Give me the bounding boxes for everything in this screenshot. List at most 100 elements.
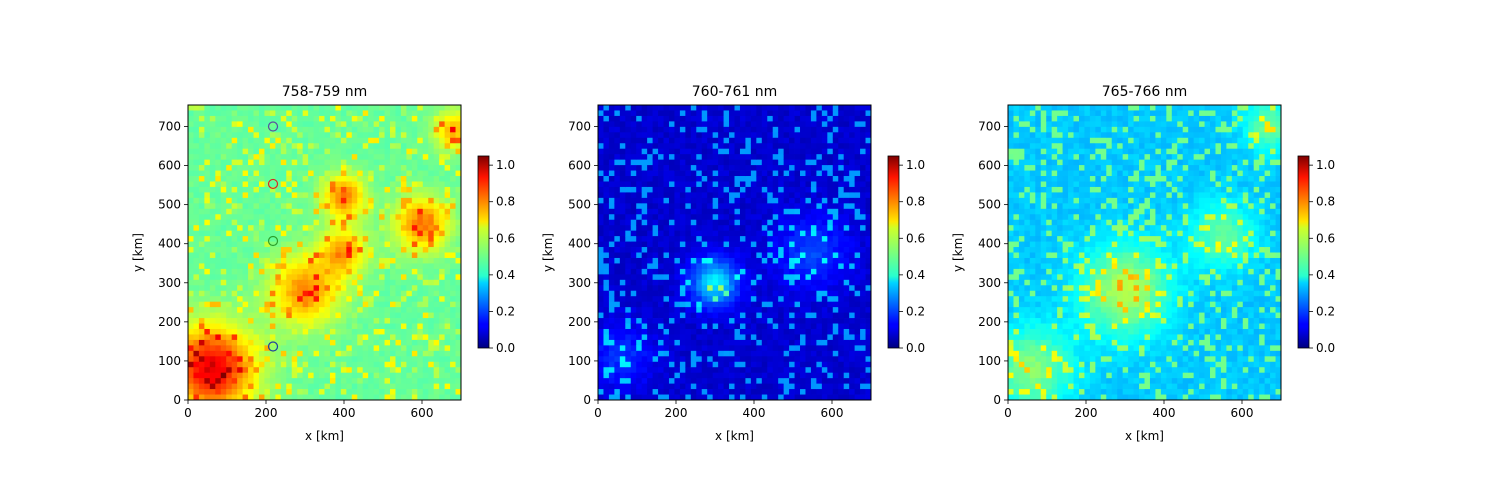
heatmap-cell [368, 115, 375, 122]
heatmap-cell [204, 372, 211, 379]
heatmap-cell [433, 361, 440, 368]
heatmap-cell [778, 154, 785, 161]
heatmap-cell [739, 285, 746, 292]
heatmap-cell [362, 181, 369, 188]
heatmap-cell [679, 225, 686, 232]
heatmap-cell [668, 176, 675, 182]
heatmap-cell [433, 236, 440, 242]
heatmap-cell [761, 350, 768, 357]
heatmap-cell [718, 208, 724, 215]
heatmap-cell [734, 105, 741, 111]
heatmap-cell [373, 323, 380, 330]
heatmap-cell [444, 334, 451, 341]
heatmap-cell [614, 165, 621, 171]
heatmap-cell [433, 279, 440, 286]
heatmap-cell [805, 312, 812, 319]
heatmap-cell [685, 230, 692, 237]
heatmap-cell [340, 394, 347, 401]
heatmap-cell [242, 214, 249, 221]
heatmap-cell [439, 192, 446, 199]
heatmap-cell [357, 307, 364, 313]
heatmap-cell [351, 176, 358, 182]
heatmap-cell [264, 219, 271, 226]
heatmap-cell [718, 148, 724, 155]
heatmap-cell [674, 296, 681, 303]
heatmap-cell [204, 296, 211, 303]
heatmap-cell [428, 170, 435, 177]
heatmap-cell [658, 252, 664, 259]
heatmap-cell [674, 334, 681, 341]
heatmap-cell [248, 137, 254, 144]
heatmap-cell [723, 263, 730, 270]
heatmap-cell [444, 143, 451, 150]
heatmap-cell [422, 339, 429, 346]
heatmap-cell [783, 110, 790, 117]
heatmap-cell [718, 290, 724, 297]
heatmap-cell [308, 345, 314, 352]
heatmap-cell [248, 154, 254, 161]
heatmap-cell [264, 170, 271, 177]
heatmap-cell [789, 132, 795, 139]
heatmap-cell [313, 279, 320, 286]
heatmap-cell [253, 115, 260, 122]
heatmap-cell [663, 383, 670, 390]
heatmap-cell [783, 197, 790, 204]
heatmap-cell [772, 378, 779, 385]
heatmap-cell [379, 241, 385, 248]
heatmap-cell [658, 301, 664, 308]
heatmap-cell [685, 105, 692, 111]
heatmap-cell [226, 367, 233, 374]
heatmap-cell [718, 285, 724, 292]
heatmap-cell [761, 356, 768, 363]
heatmap-cell [275, 132, 282, 139]
heatmap-cell [258, 176, 265, 182]
heatmap-cell [220, 143, 227, 150]
heatmap-cell [772, 132, 779, 139]
heatmap-cell [357, 126, 364, 133]
heatmap-cell [658, 225, 664, 232]
heatmap-cell [400, 154, 407, 161]
heatmap-cell [816, 186, 823, 193]
heatmap-cell [428, 361, 435, 368]
heatmap-cell [619, 389, 626, 395]
heatmap-cell [291, 165, 298, 171]
heatmap-cell [641, 301, 648, 308]
heatmap-cell [739, 137, 746, 144]
heatmap-cell [384, 159, 391, 166]
heatmap-cell [242, 252, 249, 259]
heatmap-cell [603, 225, 610, 232]
heatmap-cell [324, 219, 331, 226]
heatmap-cell [696, 126, 703, 133]
heatmap-cell [723, 219, 730, 226]
heatmap-cell [805, 115, 812, 122]
heatmap-cell [357, 318, 364, 324]
heatmap-cell [439, 301, 446, 308]
heatmap-cell [351, 268, 358, 275]
heatmap-cell [745, 339, 752, 346]
heatmap-cell [625, 105, 632, 111]
heatmap-cell [346, 105, 353, 111]
heatmap-cell [679, 208, 686, 215]
heatmap-cell [433, 170, 440, 177]
heatmap-cell [280, 285, 287, 292]
heatmap-cell [739, 389, 746, 395]
heatmap-cell [422, 367, 429, 374]
heatmap-cell [362, 328, 369, 335]
heatmap-cell [647, 279, 653, 286]
heatmap-cell [794, 208, 801, 215]
heatmap-cell [723, 165, 730, 171]
heatmap-cell [800, 339, 806, 346]
heatmap-cell [428, 252, 435, 259]
heatmap-cell [805, 350, 812, 357]
heatmap-cell [816, 372, 823, 379]
heatmap-cell [696, 323, 703, 330]
heatmap-cell [783, 192, 790, 199]
heatmap-cell [411, 176, 418, 182]
heatmap-cell [373, 105, 380, 111]
heatmap-cell [406, 356, 413, 363]
heatmap-cell [406, 154, 413, 161]
heatmap-cell [783, 208, 790, 215]
heatmap-cell [674, 285, 681, 292]
heatmap-cell [455, 285, 462, 292]
heatmap-cell [291, 148, 298, 155]
